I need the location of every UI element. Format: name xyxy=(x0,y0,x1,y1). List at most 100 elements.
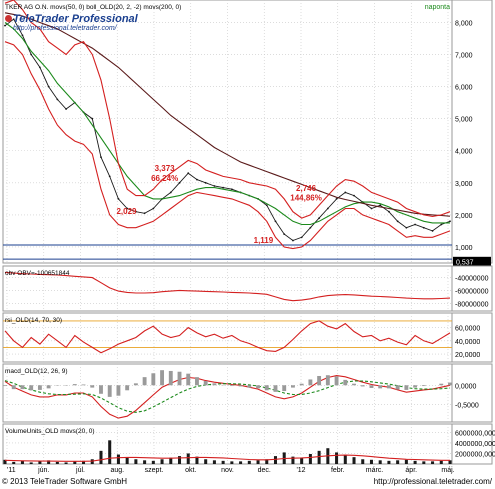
price-point xyxy=(353,194,355,197)
y-tick-label: -80000000 xyxy=(455,301,489,308)
volume-bar xyxy=(431,461,435,464)
y-tick-label: 6000000,0000 xyxy=(455,430,495,437)
series-line-signal xyxy=(4,380,451,413)
volume-bar xyxy=(169,457,173,464)
volume-bar xyxy=(108,440,112,464)
macd-histogram-bar xyxy=(360,385,365,387)
price-point xyxy=(300,236,303,239)
price-point xyxy=(440,223,443,226)
y-tick-label: 2,000 xyxy=(455,213,473,220)
last-value-badge xyxy=(453,256,491,266)
price-point xyxy=(39,66,41,69)
macd-histogram-bar xyxy=(203,381,208,386)
price-annotation: 1,119 xyxy=(254,236,274,245)
volume-bar xyxy=(230,461,234,464)
price-point xyxy=(213,185,216,187)
macd-histogram-bar xyxy=(282,385,287,392)
y-tick-label: 8,000 xyxy=(455,20,473,27)
volume-bar xyxy=(387,460,391,464)
y-tick-label: 4,000 xyxy=(455,149,473,156)
y-tick-label: 5,000 xyxy=(455,117,473,124)
volume-bar xyxy=(186,453,190,464)
series-line-movs20 xyxy=(4,454,450,462)
footer-url[interactable]: http://professional.teletrader.com/ xyxy=(373,477,492,486)
price-annotation: 144,86% xyxy=(290,193,322,202)
price-point xyxy=(388,210,390,213)
y-tick-label: 1,000 xyxy=(455,245,473,252)
price-point xyxy=(431,230,434,232)
y-tick-label: 0,0000 xyxy=(455,383,477,390)
macd-histogram-bar xyxy=(195,377,199,386)
volume-bar xyxy=(3,459,7,464)
price-point xyxy=(292,239,294,242)
volume-bar xyxy=(151,460,155,464)
price-point xyxy=(56,98,59,101)
y-tick-label: 40,0000 xyxy=(455,339,480,346)
y-tick-label: 60,0000 xyxy=(455,326,480,333)
volume-bar xyxy=(99,450,103,464)
panel-legend-volume: VolumeUnits_OLD movs(20, 0) xyxy=(5,428,95,435)
price-point xyxy=(309,226,312,229)
macd-histogram-bar xyxy=(325,375,330,386)
volume-bar xyxy=(335,452,339,464)
series-line-macd xyxy=(4,375,451,419)
macd-histogram-bar xyxy=(404,385,409,390)
volume-bar xyxy=(247,460,251,464)
macd-histogram-bar xyxy=(378,385,383,389)
panel-legend-price: TKER AG O.N. movs(50, 0) boll_OLD(20, 2,… xyxy=(5,4,181,11)
macd-histogram-bar xyxy=(395,385,400,390)
macd-histogram-bar xyxy=(273,385,278,392)
macd-histogram-bar xyxy=(256,385,260,389)
macd-histogram-bar xyxy=(151,373,156,386)
x-tick-label: febr. xyxy=(331,467,345,474)
macd-histogram-bar xyxy=(186,373,191,386)
volume-bar xyxy=(116,454,120,464)
x-tick-label: aug. xyxy=(110,467,124,474)
volume-bar xyxy=(361,459,365,464)
macd-histogram-bar xyxy=(386,385,391,389)
price-point xyxy=(230,188,233,191)
volume-bar xyxy=(134,459,138,464)
price-point xyxy=(21,34,24,37)
panel-legend-macd: macd_OLD(12, 26, 9) xyxy=(5,368,68,375)
volume-bar xyxy=(448,460,452,464)
price-point xyxy=(283,233,286,236)
panel-axis-rsi xyxy=(451,312,493,363)
macd-histogram-bar xyxy=(160,370,165,386)
volume-bar xyxy=(439,460,443,464)
volume-bar xyxy=(73,461,77,464)
volume-bar xyxy=(369,459,373,464)
price-point xyxy=(47,85,50,88)
volume-bar xyxy=(291,456,295,464)
price-point xyxy=(379,204,382,207)
macd-histogram-bar xyxy=(352,383,356,386)
volume-bar xyxy=(82,460,86,464)
x-tick-label: ápr. xyxy=(405,467,417,474)
price-point xyxy=(344,191,347,194)
price-point xyxy=(65,108,67,110)
macd-histogram-bar xyxy=(212,383,217,386)
price-point xyxy=(187,172,190,175)
price-point xyxy=(422,226,425,229)
x-tick-label: szept. xyxy=(145,467,164,474)
volume-bar xyxy=(143,460,147,464)
price-point xyxy=(178,181,181,184)
macd-histogram-bar xyxy=(168,370,173,386)
macd-histogram-bar xyxy=(247,385,252,388)
macd-histogram-bar xyxy=(29,385,34,391)
price-point xyxy=(326,207,329,210)
price-point xyxy=(100,156,102,159)
macd-histogram-bar xyxy=(107,385,112,397)
panel-axis-macd xyxy=(451,363,493,423)
macd-histogram-bar xyxy=(72,384,77,386)
y-tick-label: -60000000 xyxy=(455,288,489,295)
volume-bar xyxy=(404,459,408,464)
panel-axis-price xyxy=(451,0,493,264)
macd-histogram-bar xyxy=(46,385,51,389)
volume-bar xyxy=(212,460,216,464)
volume-bar xyxy=(20,460,24,464)
series-line-rsi xyxy=(4,320,451,354)
volume-bar xyxy=(160,459,164,464)
price-point xyxy=(196,178,198,181)
macd-histogram-bar xyxy=(125,385,130,391)
